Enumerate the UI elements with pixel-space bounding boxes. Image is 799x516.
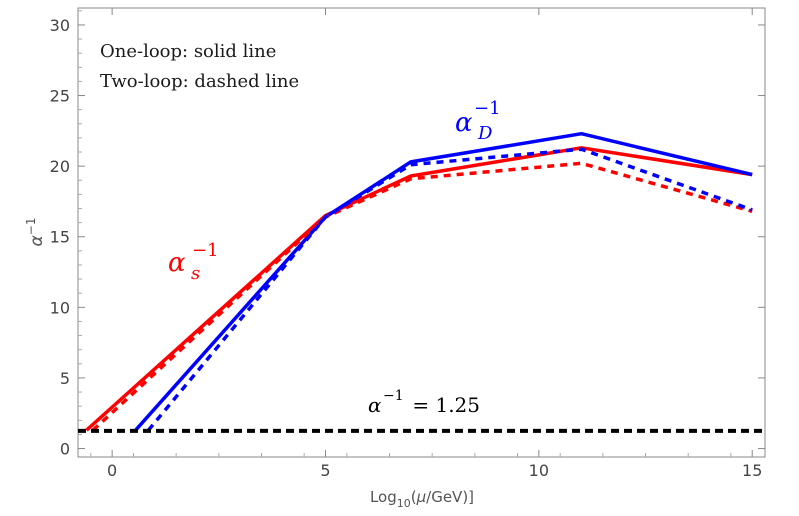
- svg-text:−1: −1: [383, 388, 404, 404]
- svg-text:α: α: [168, 248, 186, 278]
- svg-text:−1: −1: [474, 98, 501, 119]
- y-axis-label: α−1: [24, 218, 47, 247]
- threshold-label: α −1 = 1.25: [368, 388, 480, 417]
- legend-line-1: One-loop: solid line: [100, 41, 276, 62]
- legend-line-2: Two-loop: dashed line: [100, 71, 299, 92]
- y-tick-label: 10: [50, 298, 70, 317]
- y-tick-label: 15: [50, 228, 70, 247]
- x-tick-label: 5: [320, 461, 330, 480]
- x-tick-label: 15: [742, 461, 762, 480]
- alpha-d-label: α D −1: [455, 98, 501, 144]
- y-tick-label: 30: [50, 16, 70, 35]
- svg-text:D: D: [477, 123, 493, 144]
- x-tick-label: 10: [529, 461, 549, 480]
- plot-frame: [77, 7, 766, 458]
- series-line-alpha-d-one-loop: [134, 131, 753, 432]
- x-axis-label: Log10(μ/GeV)]: [370, 488, 474, 510]
- svg-text:−1: −1: [192, 240, 219, 261]
- svg-text:α: α: [455, 108, 473, 138]
- x-tick-label: 0: [107, 461, 117, 480]
- y-tick-label: 25: [50, 87, 70, 106]
- svg-text:= 1.25: = 1.25: [406, 393, 480, 417]
- series-line-alpha-d-two-loop: [147, 147, 753, 432]
- svg-text:α: α: [368, 393, 382, 417]
- series-line-alpha-s-two-loop: [91, 161, 753, 432]
- series-line-alpha-s-one-loop: [85, 146, 753, 432]
- y-tick-label: 20: [50, 157, 70, 176]
- y-tick-label: 0: [60, 440, 70, 459]
- alpha-s-label: α s −1: [168, 240, 219, 284]
- svg-text:s: s: [191, 263, 200, 284]
- y-tick-label: 5: [60, 369, 70, 388]
